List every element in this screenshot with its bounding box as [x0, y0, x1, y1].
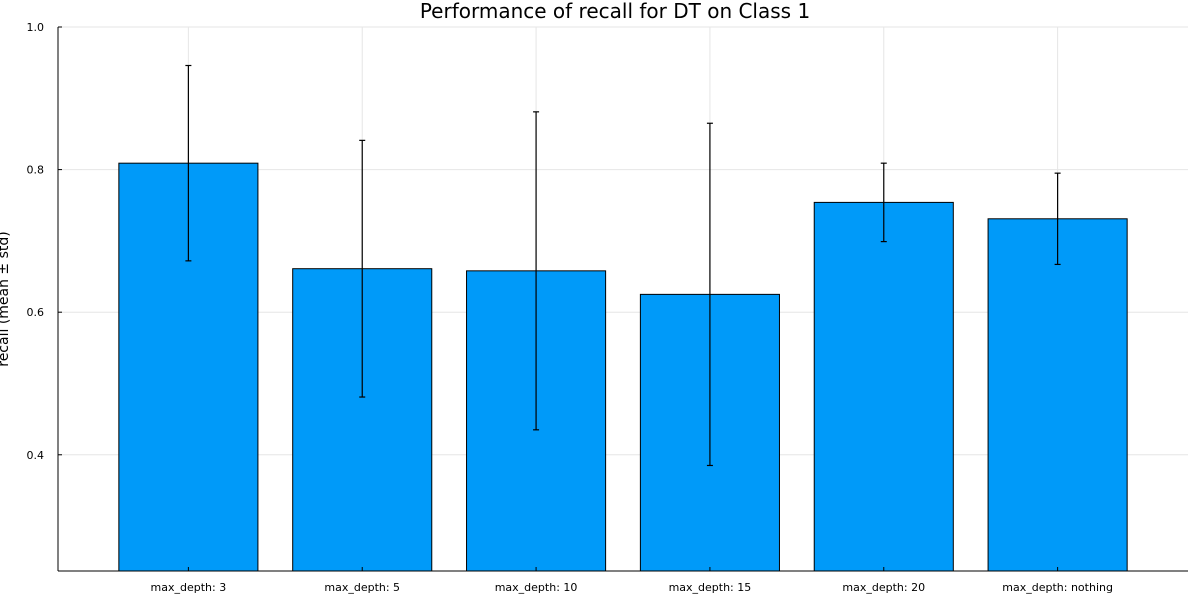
- y-tick-label: 1.0: [27, 21, 45, 34]
- x-tick-label: max_depth: 5: [324, 581, 400, 594]
- bar: [987, 218, 1128, 572]
- error-bar: [1054, 172, 1061, 266]
- bar: [813, 201, 954, 572]
- y-tick-label: 0.8: [27, 164, 45, 177]
- x-tick-label: max_depth: 20: [842, 581, 925, 594]
- bars: [118, 162, 1128, 572]
- x-tick-labels: max_depth: 3 max_depth: 5 max_depth: 10 max…: [151, 581, 1113, 594]
- x-tick-label: max_depth: nothing: [1002, 581, 1113, 594]
- y-tick-labels: 0.4 0.6 0.8 1.0: [27, 21, 45, 462]
- error-bars: [185, 64, 1061, 467]
- y-tick-label: 0.6: [27, 306, 45, 319]
- error-bar: [185, 64, 192, 262]
- x-tick-label: max_depth: 15: [669, 581, 752, 594]
- error-bar: [359, 139, 366, 398]
- x-tick-label: max_depth: 10: [495, 581, 578, 594]
- y-tick-label: 0.4: [27, 449, 45, 462]
- y-axis-label: recall (mean ± std): [0, 231, 12, 367]
- chart-title: Performance of recall for DT on Class 1: [420, 0, 810, 23]
- axes: [57, 26, 1188, 572]
- error-bar: [533, 111, 540, 431]
- error-bar: [706, 122, 713, 467]
- error-bar: [880, 162, 887, 243]
- x-tick-label: max_depth: 3: [151, 581, 227, 594]
